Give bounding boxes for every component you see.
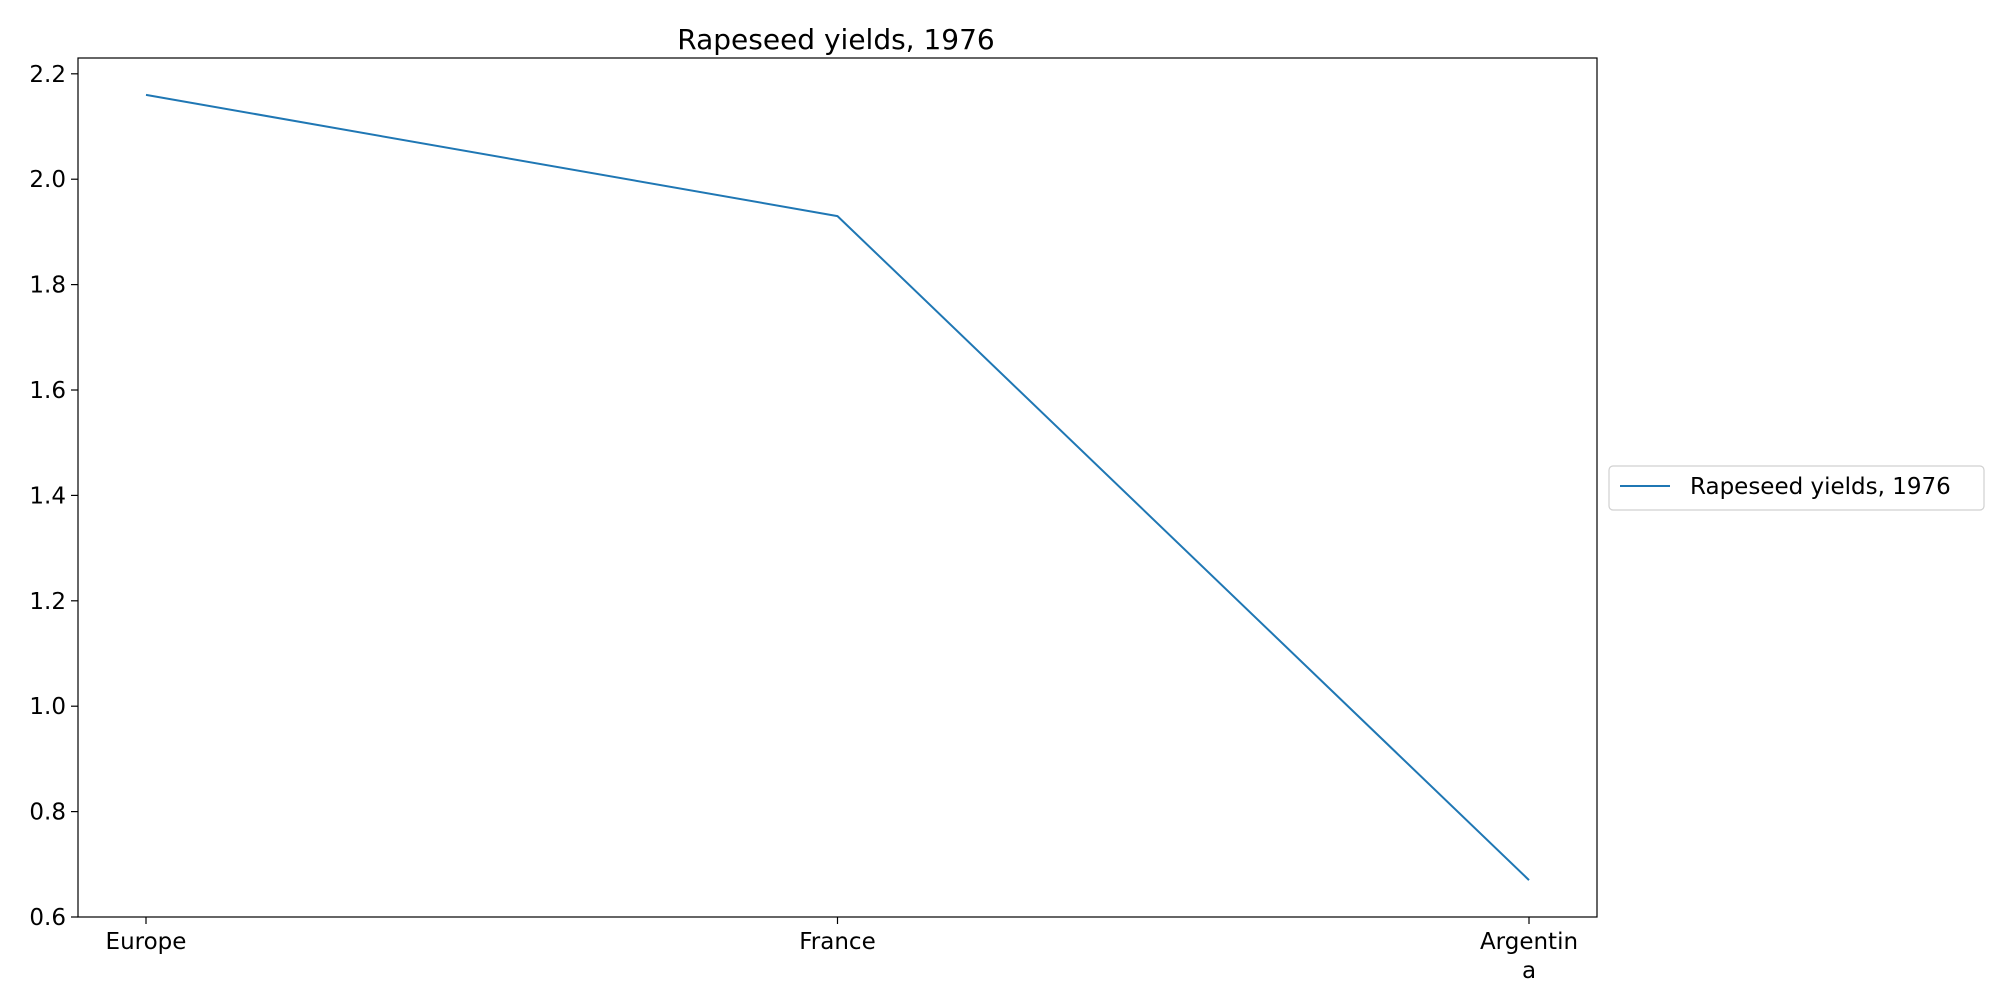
x-tick-label: France <box>799 929 875 955</box>
y-tick-label: 0.8 <box>29 800 66 826</box>
series-line <box>145 93 1530 881</box>
y-tick-label: 1.4 <box>29 483 66 509</box>
y-tick-label: 0.6 <box>29 905 66 931</box>
legend-label: Rapeseed yields, 1976 <box>1690 474 1951 500</box>
y-tick-label: 1.2 <box>29 589 66 615</box>
y-tick-label: 1.8 <box>29 273 66 299</box>
legend: Rapeseed yields, 1976 <box>1608 465 1985 511</box>
plot-area: 0.6 0.8 1.0 1.2 1.4 1.6 1.8 2.0 2.2 Europe France A… <box>29 57 1598 984</box>
x-tick-label: Argentin <box>1480 929 1578 955</box>
y-tick-label: 2.0 <box>29 167 66 193</box>
x-tick-label: Europe <box>106 929 187 955</box>
chart-title: Rapeseed yields, 1976 <box>677 23 995 56</box>
y-tick-label: 2.2 <box>29 62 66 88</box>
x-tick-label: a <box>1522 958 1536 984</box>
y-tick-label: 1.6 <box>29 378 66 404</box>
y-tick-label: 1.0 <box>29 694 66 720</box>
legend-box <box>1608 465 1985 511</box>
